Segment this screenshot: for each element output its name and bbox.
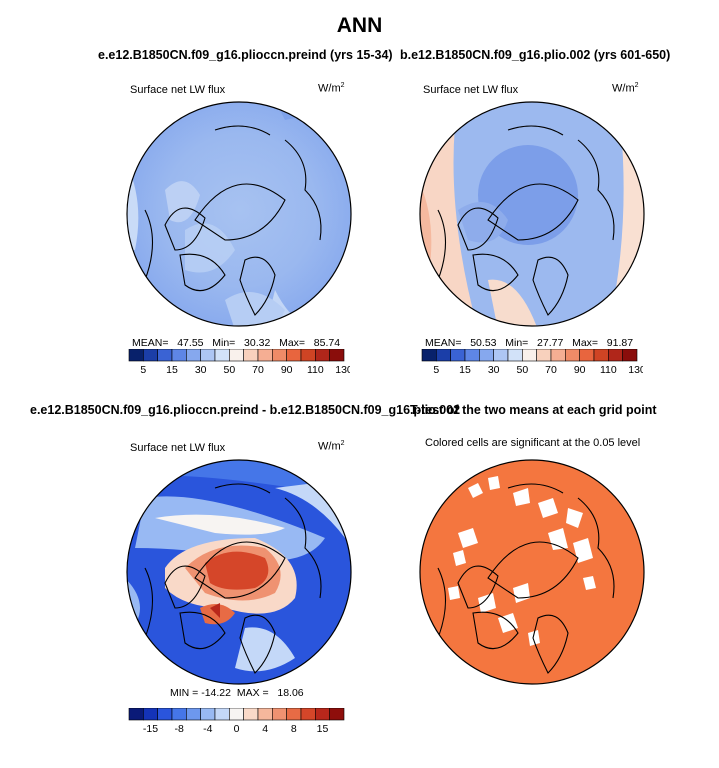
- colorbar-tick-label: 70: [545, 364, 557, 376]
- map-panel-3: [126, 459, 352, 685]
- colorbar-tick-label: -15: [143, 723, 158, 735]
- panel-3-variable: Surface net LW flux: [130, 442, 226, 454]
- panel-3-stats: MIN = -14.22 MAX = 18.06: [170, 687, 304, 699]
- colorbar-swatch: [128, 708, 144, 721]
- colorbar-swatch: [593, 349, 609, 362]
- colorbar-swatch: [214, 708, 230, 721]
- colorbar-swatch: [171, 349, 187, 362]
- colorbar-swatch: [157, 349, 173, 362]
- panel-3-units: W/m2: [318, 440, 345, 453]
- panel-1-stats: MEAN= 47.55 Min= 30.32 Max= 85.74: [132, 337, 341, 349]
- colorbar-tick-label: 15: [459, 364, 471, 376]
- panel-2-title: b.e12.B1850CN.f09_g16.plio.002 (yrs 601-…: [400, 48, 671, 62]
- colorbar-swatch: [243, 708, 259, 721]
- panel-1-variable: Surface net LW flux: [130, 84, 226, 96]
- panel-1-units: W/m2: [318, 82, 345, 95]
- colorbar-tick-label: -8: [174, 723, 183, 735]
- panel-2-units: W/m2: [612, 82, 639, 95]
- map-panel-1: [126, 101, 352, 327]
- colorbar-swatch: [536, 349, 552, 362]
- colorbar-swatch: [300, 349, 316, 362]
- colorbar-swatch: [214, 349, 230, 362]
- colorbar-swatch: [200, 349, 216, 362]
- colorbar-swatch: [622, 349, 638, 362]
- colorbar-swatch: [286, 708, 302, 721]
- colorbar-tick-label: 130: [628, 364, 643, 376]
- colorbar-swatch: [171, 708, 187, 721]
- colorbar-tick-label: 0: [234, 723, 240, 735]
- colorbar-tick-label: 8: [291, 723, 297, 735]
- colorbar-tick-label: 50: [223, 364, 235, 376]
- map-panel-4: [419, 459, 645, 685]
- colorbar-swatch: [493, 349, 509, 362]
- colorbar-swatch: [507, 349, 523, 362]
- colorbar-swatch: [157, 708, 173, 721]
- colorbar-tick-label: 4: [262, 723, 268, 735]
- colorbar-tick-label: 90: [281, 364, 293, 376]
- colorbar-tick-label: 5: [433, 364, 439, 376]
- colorbar-swatch: [608, 349, 623, 362]
- colorbar-swatch: [565, 349, 580, 362]
- colorbar-swatch: [286, 349, 302, 362]
- colorbar-swatch: [421, 349, 437, 362]
- colorbar-swatch: [143, 708, 158, 721]
- colorbar-swatch: [522, 349, 537, 362]
- colorbar-swatch: [128, 349, 144, 362]
- colorbar-swatch: [464, 349, 480, 362]
- colorbar-swatch: [315, 349, 330, 362]
- colorbar-panel-2: 5 15 30 50 70 90 110 130: [421, 349, 643, 376]
- colorbar-tick-label: 110: [600, 364, 617, 376]
- colorbar-swatch: [272, 708, 287, 721]
- colorbar-tick-label: 90: [574, 364, 586, 376]
- panel-4-title: T-test of the two means at each grid poi…: [410, 403, 657, 417]
- colorbar-tick-label: 15: [317, 723, 329, 735]
- colorbar-swatch: [272, 349, 287, 362]
- panel-1-title: e.e12.B1850CN.f09_g16.pliocc​n.preind (y…: [98, 48, 393, 62]
- colorbar-swatch: [436, 349, 451, 362]
- colorbar-tick-label: -4: [203, 723, 212, 735]
- colorbar-swatch: [186, 349, 201, 362]
- colorbar-swatch: [257, 349, 273, 362]
- colorbar-swatch: [143, 349, 158, 362]
- colorbar-swatch: [300, 708, 316, 721]
- colorbar-tick-label: 30: [488, 364, 500, 376]
- colorbar-tick-label: 70: [252, 364, 264, 376]
- colorbar-tick-label: 130: [335, 364, 350, 376]
- panel-2-stats: MEAN= 50.53 Min= 27.77 Max= 91.87: [425, 337, 634, 349]
- colorbar-swatch: [329, 349, 345, 362]
- colorbar-swatch: [200, 708, 216, 721]
- colorbar-tick-label: 5: [140, 364, 146, 376]
- colorbar-tick-label: 110: [307, 364, 324, 376]
- colorbar-swatch: [479, 349, 494, 362]
- colorbar-swatch: [229, 708, 244, 721]
- colorbar-swatch: [550, 349, 566, 362]
- map-panel-2: [419, 101, 645, 327]
- colorbar-tick-label: 50: [516, 364, 528, 376]
- colorbar-swatch: [257, 708, 273, 721]
- panel-4-note: Colored cells are significant at the 0.0…: [425, 437, 641, 449]
- colorbar-panel-3: -15 -8 -4 0 4 8 15: [128, 708, 345, 735]
- colorbar-swatch: [243, 349, 259, 362]
- colorbar-swatch: [186, 708, 201, 721]
- colorbar-swatch: [450, 349, 466, 362]
- colorbar-swatch: [229, 349, 244, 362]
- panel-2-variable: Surface net LW flux: [423, 84, 519, 96]
- colorbar-swatch: [315, 708, 330, 721]
- colorbar-panel-1: 5 15 30 50 70 90 110 130: [128, 349, 350, 376]
- main-title: ANN: [336, 14, 383, 37]
- colorbar-tick-label: 15: [166, 364, 178, 376]
- colorbar-swatch: [579, 349, 595, 362]
- colorbar-swatch: [329, 708, 345, 721]
- colorbar-tick-label: 30: [195, 364, 207, 376]
- panel-3-title: e.e12.B1850CN.f09_g16.pliocc​n.preind - …: [30, 403, 461, 417]
